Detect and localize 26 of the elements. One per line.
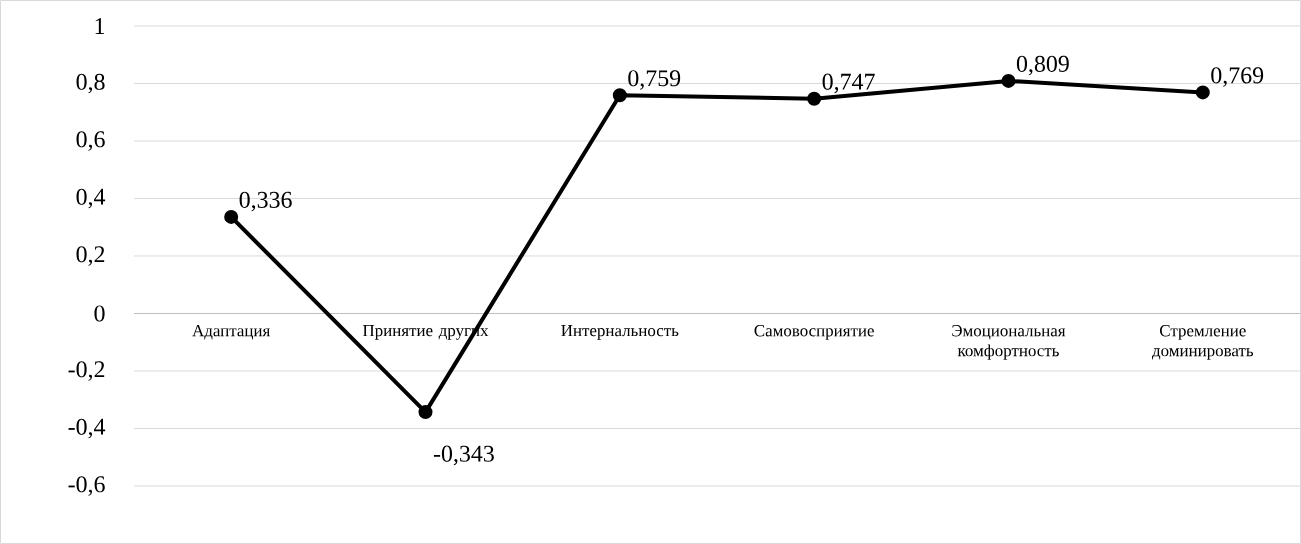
- x-tick-label: Самовосприятие: [754, 325, 874, 340]
- x-tick-label: Адаптация: [192, 325, 270, 340]
- y-tick-label: 0,6: [76, 131, 105, 151]
- y-tick-label: -0,6: [68, 476, 105, 496]
- data-label: -0,343: [433, 445, 494, 466]
- y-tick-label: -0,2: [68, 361, 105, 381]
- y-tick-label: 0,2: [76, 246, 105, 266]
- y-tick-label: 0: [94, 305, 105, 322]
- data-label: 0,759: [628, 70, 681, 90]
- point: [807, 91, 822, 106]
- x-tick-label: Стремление доминировать: [1152, 325, 1254, 360]
- y-tick-label: 0,8: [76, 73, 105, 94]
- x-tick-label: Интернальность: [561, 325, 679, 340]
- data-label: 0,336: [239, 191, 292, 212]
- y-tick-label: 0,4: [76, 188, 106, 209]
- data-label: 0,769: [1211, 67, 1264, 87]
- point: [1195, 85, 1210, 100]
- point: [1001, 73, 1016, 88]
- point: [418, 405, 433, 420]
- data-label: 0,809: [1016, 55, 1069, 76]
- point: [612, 88, 627, 103]
- y-tick-label: 1: [95, 18, 105, 34]
- y-tick-label: -0,4: [68, 418, 106, 439]
- point: [224, 209, 239, 224]
- x-tick-label: Эмоциональная комфортность: [952, 325, 1066, 360]
- data-label: 0,747: [822, 73, 875, 94]
